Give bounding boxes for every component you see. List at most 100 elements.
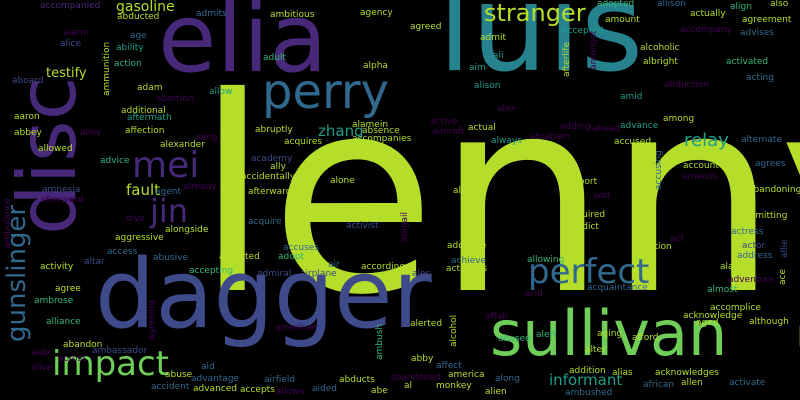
word-america: america <box>448 370 485 380</box>
word-elia: elia <box>158 0 328 94</box>
word-agent: agent <box>155 187 181 197</box>
word-ago: ago <box>462 229 479 239</box>
word-additional: additional <box>121 106 166 116</box>
word-aim: aim <box>469 63 486 73</box>
word-aided: aided <box>312 384 337 394</box>
word-relay: relay <box>684 130 729 151</box>
word-adam: adam <box>137 83 163 93</box>
word-alternate: alternate <box>741 135 782 145</box>
word-ace: ace <box>778 268 788 285</box>
word-advance: advance <box>620 121 659 131</box>
word-account: account <box>683 161 719 171</box>
word-abandoning: abandoning <box>748 185 800 195</box>
word-adopted: adopted <box>597 0 635 9</box>
word-abby: abby <box>411 354 434 364</box>
word-agency: agency <box>360 8 393 18</box>
word-alcoholic: alcoholic <box>640 43 680 53</box>
word-agreed: agreed <box>410 22 442 32</box>
word-afterwards: afterwards <box>248 187 297 197</box>
word-adoptive: adoptive <box>447 241 487 251</box>
word-advice: advice <box>100 156 130 166</box>
word-air: air <box>328 260 340 270</box>
word-amongst: amongst <box>589 30 599 70</box>
word-alexander: alexander <box>160 140 205 150</box>
word-albright: albright <box>643 57 678 67</box>
word-accidentally: accidentally <box>241 172 296 182</box>
word-activity: activity <box>40 262 74 272</box>
word-align: align <box>730 2 752 12</box>
word-abandoned: abandoned <box>390 373 441 383</box>
word-afterward: afterward <box>40 195 84 205</box>
word-aftermath: aftermath <box>127 113 172 123</box>
word-accused: accused <box>614 137 652 147</box>
word-alarm: alarm <box>63 28 89 38</box>
word-ambulance: ambulance <box>3 198 13 248</box>
word-african: african <box>643 380 675 390</box>
word-alex: alex <box>497 104 516 114</box>
word-also: also <box>770 0 789 9</box>
word-sullivan: sullivan <box>490 297 728 370</box>
word-adult: adult <box>263 53 286 63</box>
word-aang: aang <box>195 133 218 143</box>
word-accident: accident <box>151 382 190 392</box>
word-agree: agree <box>55 284 81 294</box>
word-perfect: perfect <box>528 252 650 292</box>
word-afterlife: afterlife <box>562 42 572 77</box>
word-abu: abu <box>698 153 715 163</box>
word-aging: aging <box>597 329 623 339</box>
word-aaron: aaron <box>14 112 40 122</box>
word-always: always <box>491 136 522 146</box>
word-ally: ally <box>270 162 286 172</box>
word-alert: alert <box>536 330 557 340</box>
word-allison: allison <box>657 0 686 9</box>
word-abusive: abusive <box>153 253 188 263</box>
word-stranger: stranger <box>484 0 586 27</box>
word-actor: actor <box>742 241 766 251</box>
word-al: al <box>404 381 413 391</box>
word-gasoline: gasoline <box>116 0 175 15</box>
word-admitting: admitting <box>744 211 788 221</box>
word-allen: allen <box>681 378 703 388</box>
word-alpha: alpha <box>363 61 388 71</box>
word-advises: advises <box>740 28 774 38</box>
word-abused: abused <box>498 334 531 344</box>
word-accompanies: accompanies <box>352 134 412 144</box>
word-alison: alison <box>474 81 501 91</box>
word-age: age <box>130 31 147 41</box>
word-aid: aid <box>201 362 215 372</box>
word-zhang: zhang <box>318 122 364 140</box>
word-allie: allie <box>780 239 790 258</box>
word-testify: testify <box>46 66 87 81</box>
word-admitted: admitted <box>219 252 260 262</box>
word-alias: alias <box>612 368 633 378</box>
word-abuse: abuse <box>165 370 193 380</box>
word-abraham: abraham <box>530 132 571 142</box>
word-alongside: alongside <box>165 225 209 235</box>
word-aide: aide <box>31 348 51 358</box>
word-american: american <box>275 323 318 333</box>
word-impact: impact <box>52 344 170 384</box>
word-allow: allow <box>209 87 233 97</box>
word-jin: jin <box>150 192 189 230</box>
word-aggressive: aggressive <box>115 233 164 243</box>
word-alice: alice <box>60 39 82 49</box>
word-lenny: lenny <box>195 39 800 354</box>
word-abduction: abduction <box>664 80 709 90</box>
word-alter: alter <box>585 345 606 355</box>
word-affect: affect <box>436 361 462 371</box>
word-actual: actual <box>468 123 496 133</box>
word-alan: alan <box>720 262 740 272</box>
word-airplane: airplane <box>300 269 337 279</box>
word-accepting: accepting <box>189 266 234 276</box>
word-agreeing: agreeing <box>147 300 157 340</box>
word-action: action <box>114 59 142 69</box>
word-alone: alone <box>330 176 355 186</box>
word-addition: addition <box>569 366 606 376</box>
word-absence: absence <box>362 126 400 136</box>
word-activate: activate <box>729 378 766 388</box>
word-adventure: adventure <box>728 275 775 285</box>
word-abducted: abducted <box>117 12 160 22</box>
word-acid: acid <box>524 289 543 299</box>
word-amount: amount <box>605 15 640 25</box>
word-already: already <box>183 182 217 192</box>
